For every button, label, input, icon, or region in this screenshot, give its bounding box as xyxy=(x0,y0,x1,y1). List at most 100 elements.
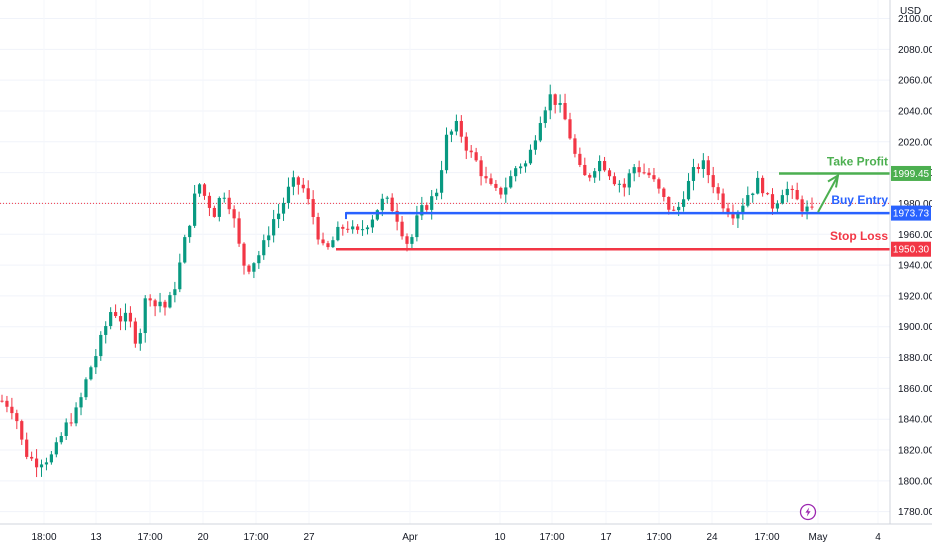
forecast-arrow xyxy=(817,173,840,213)
candle xyxy=(25,432,29,460)
candle xyxy=(741,198,745,220)
candle xyxy=(0,394,4,403)
candle xyxy=(20,419,24,445)
candle xyxy=(415,205,419,242)
candle xyxy=(518,163,523,174)
candle xyxy=(109,307,113,330)
candle xyxy=(158,292,162,313)
candle xyxy=(425,202,429,212)
candle xyxy=(538,116,542,143)
candle xyxy=(360,220,365,236)
candle xyxy=(370,215,375,233)
candle xyxy=(138,328,142,351)
trade-levels: Take Profit Buy Entry Stop Loss xyxy=(336,154,890,251)
candle xyxy=(281,197,286,221)
candle xyxy=(272,209,276,243)
candle xyxy=(810,197,814,210)
arrow-shaft xyxy=(817,174,839,213)
candle xyxy=(805,200,809,220)
candle xyxy=(795,182,799,201)
candle xyxy=(533,135,538,155)
candle xyxy=(222,192,226,203)
candle xyxy=(543,106,547,128)
candle xyxy=(494,179,498,191)
candle xyxy=(484,166,488,184)
candle xyxy=(553,93,557,114)
candle xyxy=(444,127,449,174)
candle xyxy=(637,160,641,178)
candles xyxy=(0,84,814,478)
candle xyxy=(464,132,468,160)
candle xyxy=(197,183,202,197)
candle xyxy=(469,144,473,158)
candle xyxy=(756,171,760,195)
y-tick-label: 1840.00 xyxy=(898,415,932,426)
candle xyxy=(113,304,118,319)
y-tick-label: 1860.00 xyxy=(898,384,932,395)
candle xyxy=(691,158,696,191)
x-tick-label: May xyxy=(809,532,828,543)
candle xyxy=(252,262,256,279)
candle xyxy=(504,177,508,203)
price-axis-background xyxy=(890,0,932,524)
candle xyxy=(499,186,503,199)
candle xyxy=(548,84,552,120)
candle xyxy=(588,173,592,182)
candle xyxy=(568,112,572,140)
candle xyxy=(672,206,676,212)
price-badge xyxy=(891,205,931,221)
candle xyxy=(514,165,518,182)
x-tick-label: 13 xyxy=(90,532,102,543)
candle xyxy=(573,134,577,158)
candle xyxy=(454,114,458,136)
candle xyxy=(202,182,207,200)
y-tick-label: 1940.00 xyxy=(898,261,932,272)
candle xyxy=(133,317,137,348)
candle xyxy=(761,175,765,197)
candle xyxy=(34,449,39,478)
candle xyxy=(104,321,108,344)
candle xyxy=(721,188,725,213)
candle xyxy=(701,153,705,178)
x-tick-label: 20 xyxy=(197,532,209,543)
arrow-head xyxy=(827,173,840,188)
candle xyxy=(607,168,612,181)
candle xyxy=(316,212,320,245)
candle xyxy=(15,409,19,430)
price-badges: 1999.45 1973.73 1950.30 xyxy=(891,165,931,257)
candle xyxy=(168,291,172,309)
candle xyxy=(420,196,424,221)
candle xyxy=(44,457,49,471)
candle xyxy=(163,299,167,316)
candle xyxy=(647,168,651,179)
candle xyxy=(385,195,389,204)
candle xyxy=(785,181,789,203)
candle xyxy=(430,189,434,220)
candle xyxy=(474,147,478,162)
candle xyxy=(696,163,701,174)
candle xyxy=(528,144,533,165)
currency-label: USD xyxy=(900,6,921,17)
candle xyxy=(64,418,68,440)
lightning-icon[interactable] xyxy=(799,503,817,521)
candle xyxy=(178,253,182,293)
candle xyxy=(148,294,152,307)
candle xyxy=(89,365,93,381)
time-axis[interactable]: 18:00 13 17:00 20 17:00 27 Apr 10 17:00 17 17:00 24… xyxy=(31,532,881,543)
candle xyxy=(49,451,53,465)
candle xyxy=(435,188,439,200)
candle xyxy=(69,413,73,427)
candle xyxy=(267,226,271,248)
x-tick-label: 18:00 xyxy=(31,532,56,543)
candle xyxy=(686,173,691,201)
candle xyxy=(326,240,330,250)
y-tick-label: 1960.00 xyxy=(898,230,932,241)
candle xyxy=(459,115,463,143)
candle xyxy=(667,196,671,215)
candle xyxy=(395,203,399,231)
candle xyxy=(217,196,221,222)
candle xyxy=(706,155,710,184)
candle xyxy=(212,205,216,218)
candle xyxy=(790,185,794,199)
